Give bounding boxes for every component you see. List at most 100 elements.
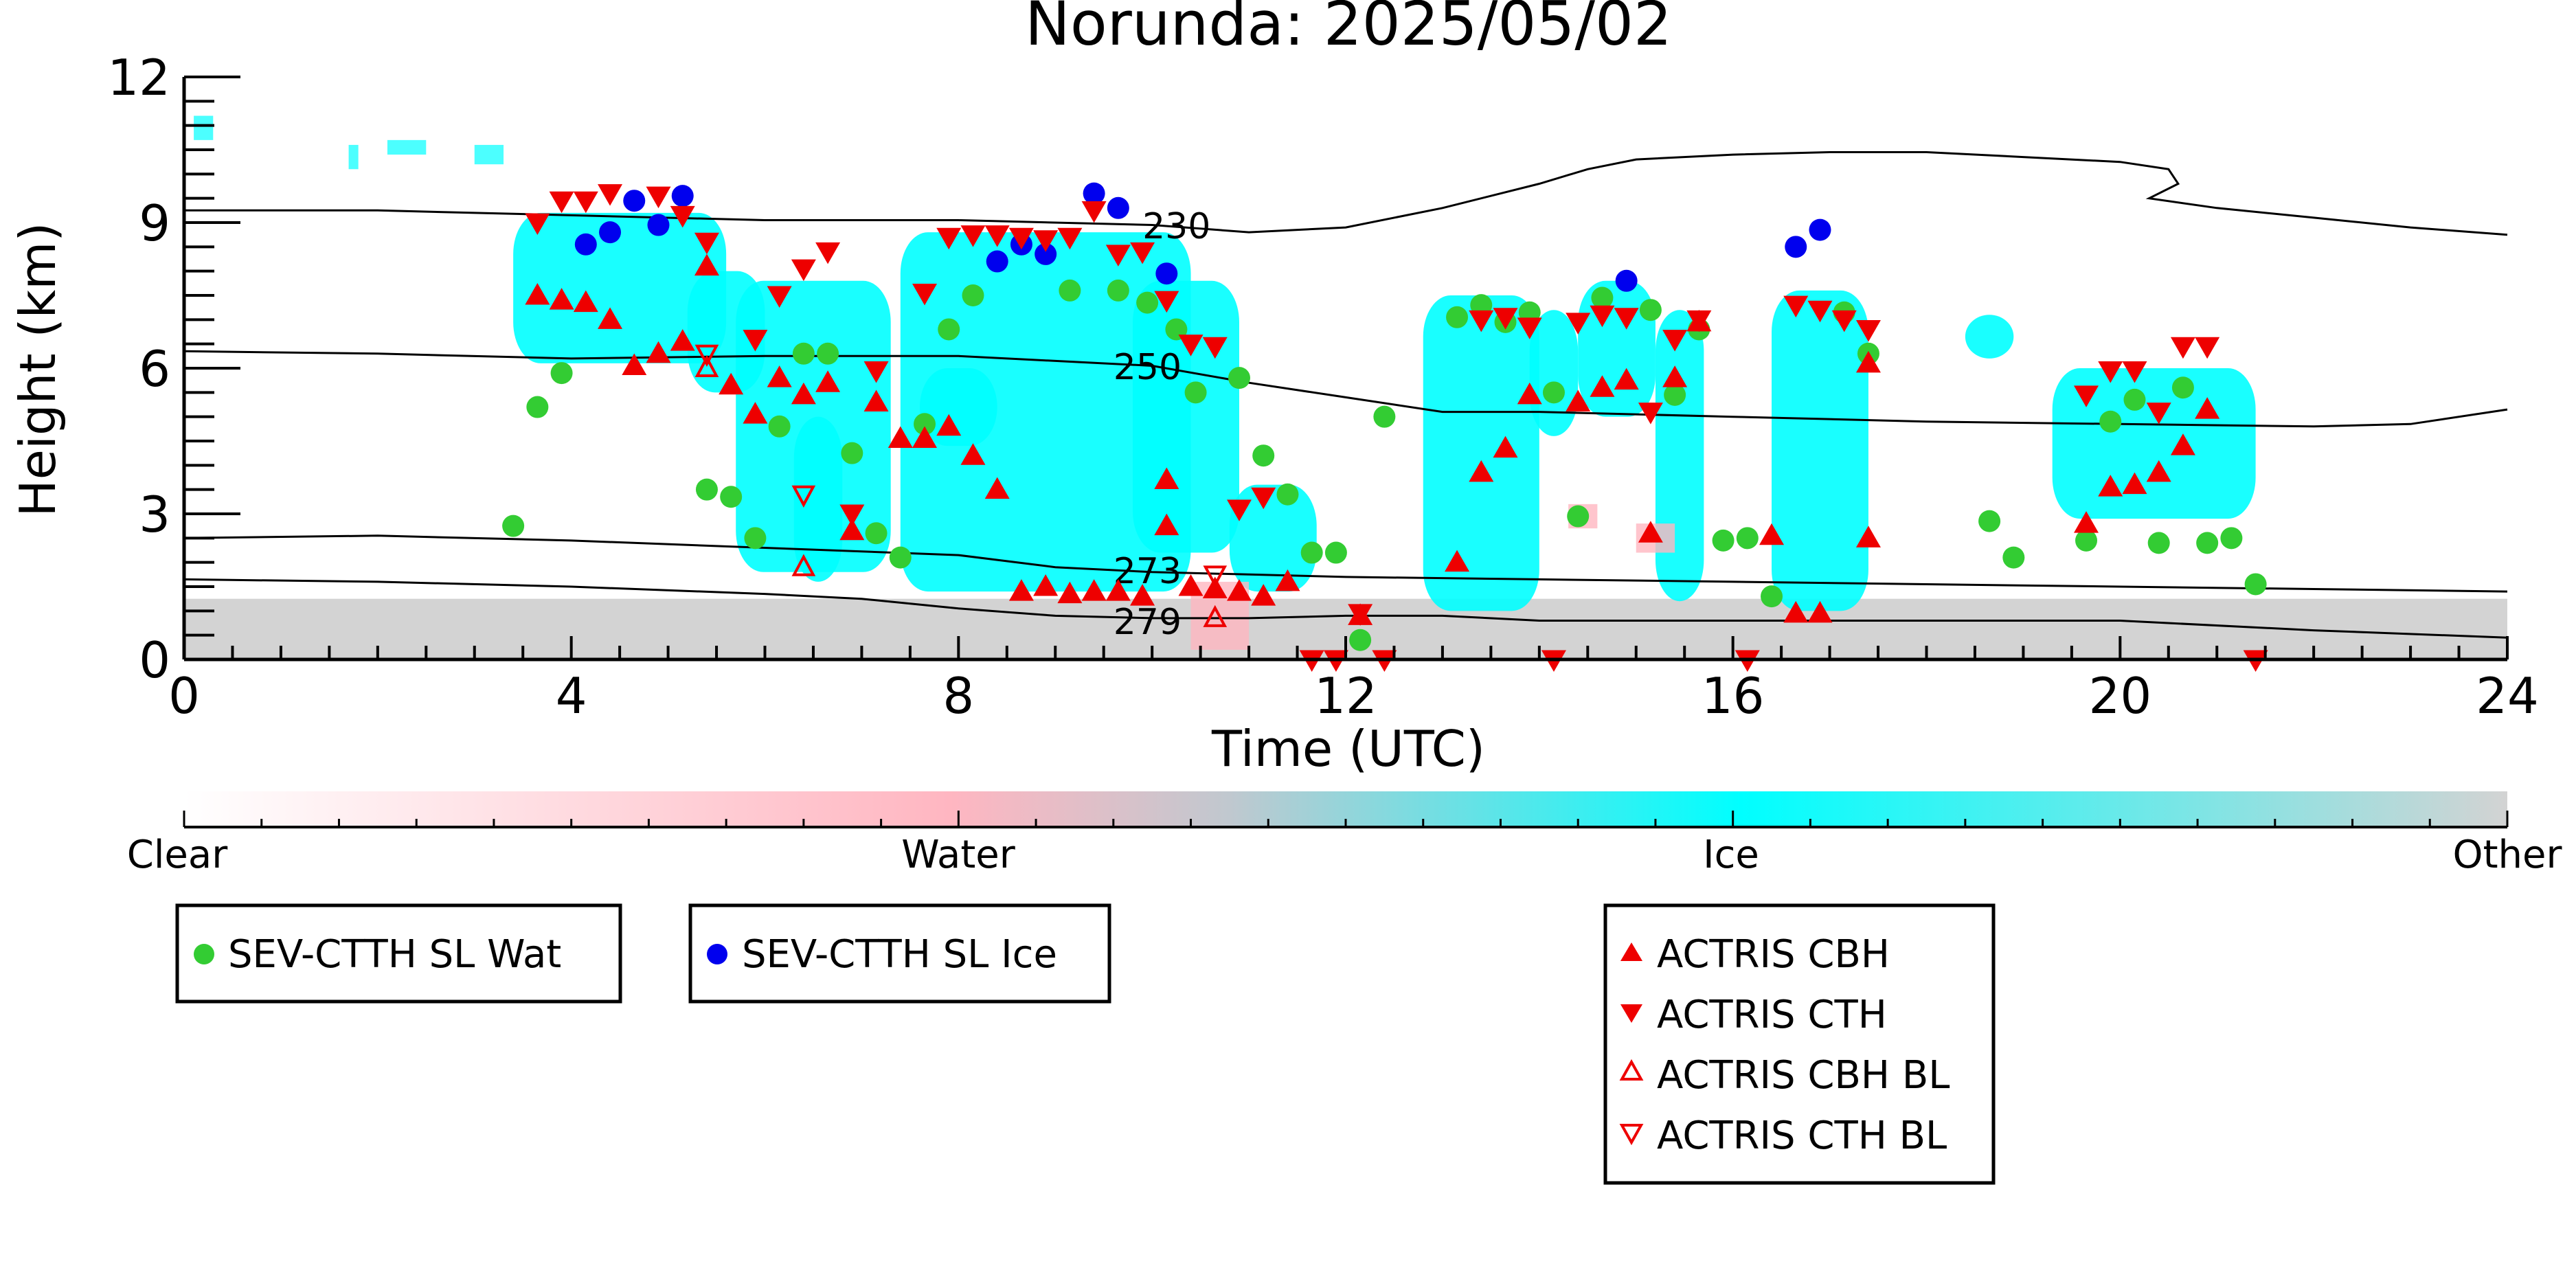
point-sev-ctth-sl-wat (1736, 527, 1759, 550)
contour-279 (183, 578, 2508, 639)
point-actris-cth (936, 227, 962, 250)
point-actris-cbh (1566, 389, 1591, 411)
point-actris-cbh (549, 288, 574, 310)
ice-cloud (348, 144, 359, 170)
point-actris-cbh (1275, 569, 1300, 591)
chart-title: Norunda: 2025/05/02 (1025, 0, 1672, 59)
point-sev-ctth-sl-wat (695, 478, 718, 501)
point-actris-cth (1662, 330, 1688, 352)
point-sev-ctth-sl-wat (720, 486, 743, 508)
point-actris-cth (2098, 361, 2123, 383)
point-actris-cbh (1493, 436, 1518, 458)
point-actris-cbh (1517, 382, 1542, 405)
y-tick-label: 6 (139, 340, 170, 398)
point-sev-ctth-sl-wat (1300, 541, 1323, 564)
point-sev-ctth-sl-wat (1978, 510, 2001, 532)
y-axis-label: Height (km) (9, 223, 67, 517)
point-actris-cth (1614, 308, 1639, 330)
point-actris-cbh (1445, 550, 1470, 572)
colorbar-label-water: Water (901, 833, 1016, 877)
point-sev-ctth-sl-ice (1785, 236, 1807, 258)
point-actris-cth (1251, 487, 1276, 510)
point-actris-cth (1226, 499, 1252, 521)
point-actris-cbh (936, 414, 962, 436)
point-sev-ctth-sl-wat (1228, 367, 1250, 389)
point-actris-cbh (1130, 584, 1155, 606)
point-actris-cth (1154, 291, 1179, 313)
point-actris-cth (598, 184, 623, 206)
point-sev-ctth-sl-ice (986, 250, 1008, 273)
colorbar-label-other: Other (2452, 833, 2562, 877)
x-tick-label: 4 (556, 667, 587, 725)
point-sev-ctth-sl-wat (1567, 505, 1590, 528)
point-actris-cbh (646, 341, 671, 363)
point-actris-cbh (573, 290, 598, 313)
point-actris-cbh (1662, 365, 1688, 387)
legend-marker-sev-ice (707, 944, 727, 964)
point-sev-ctth-sl-wat (865, 522, 888, 545)
ice-cloud (1423, 295, 1539, 611)
y-tick-label: 0 (139, 631, 170, 689)
point-actris-cth (549, 191, 574, 214)
point-sev-ctth-sl-wat (1324, 541, 1347, 564)
point-actris-cth (1831, 310, 1857, 332)
point-actris-cth (1008, 227, 1034, 250)
point-sev-ctth-sl-wat (2220, 527, 2243, 550)
point-actris-cbh (1590, 375, 1615, 397)
point-sev-ctth-sl-wat (526, 396, 549, 418)
point-sev-ctth-sl-wat (1373, 405, 1396, 428)
point-actris-cth (2074, 385, 2099, 407)
point-sev-ctth-sl-ice (1615, 269, 1638, 292)
point-actris-cth (1590, 305, 1615, 328)
colorbar-label-clear: Clear (127, 833, 228, 877)
ice-cloud (793, 416, 843, 582)
point-actris-cbh (1638, 521, 1663, 543)
contour-label-279: 279 (1114, 602, 1182, 643)
point-actris-cbh (767, 365, 792, 387)
point-sev-ctth-sl-wat (841, 442, 863, 464)
point-actris-cbh (1855, 350, 1881, 373)
contour-273 (183, 534, 2508, 593)
point-actris-cth (1348, 604, 1373, 626)
point-actris-cbh (1226, 579, 1252, 601)
axes: 0 4 8 12 16 20 24 0 3 6 9 12 (107, 49, 2538, 725)
point-actris-cth (1638, 403, 1663, 425)
point-sev-ctth-sl-ice (671, 185, 694, 207)
x-tick-label: 20 (2089, 667, 2152, 725)
point-sev-ctth-sl-wat (2075, 529, 2098, 552)
point-actris-cth (2146, 403, 2171, 425)
point-sev-ctth-sl-wat (1252, 444, 1275, 467)
point-sev-ctth-sl-ice (1083, 182, 1105, 205)
point-actris-cth (912, 283, 938, 306)
point-actris-cth (1517, 317, 1542, 339)
point-sev-ctth-sl-wat (744, 527, 767, 550)
point-sev-ctth-sl-wat (2196, 532, 2219, 554)
point-sev-ctth-sl-wat (2244, 573, 2267, 596)
contour-label-273: 273 (1114, 551, 1182, 592)
legend-label-actris-cth-bl: ACTRIS CTH BL (1657, 1114, 1947, 1158)
point-actris-cth (743, 330, 768, 352)
contour-230 (184, 151, 2508, 236)
point-actris-cth (2195, 337, 2220, 359)
point-actris-cbh-bl (1203, 605, 1228, 627)
point-actris-cbh-bl (694, 354, 719, 377)
legend-marker-actris-cbh-bl (1619, 1059, 1644, 1081)
point-actris-cth (791, 259, 816, 282)
point-actris-cbh (1855, 526, 1881, 547)
point-actris-cth (960, 225, 986, 247)
legend-actris: ACTRIS CBH ACTRIS CTH ACTRIS CBH BL ACTR… (1603, 903, 1996, 1185)
point-sev-ctth-sl-wat (962, 284, 984, 306)
point-actris-cbh (1469, 460, 1494, 482)
point-sev-ctth-sl-wat (1276, 483, 1299, 506)
legend-label-actris-cbh-bl: ACTRIS CBH BL (1657, 1053, 1950, 1098)
point-actris-cbh (694, 253, 719, 276)
point-sev-ctth-sl-ice (599, 221, 622, 244)
point-actris-cbh (960, 443, 986, 465)
legend-marker-actris-cth-bl (1619, 1124, 1644, 1146)
point-sev-ctth-sl-wat (550, 362, 573, 385)
ice-cloud (1132, 280, 1239, 553)
point-sev-ctth-sl-wat (938, 318, 960, 341)
point-actris-cth (1566, 313, 1591, 335)
legend-label-actris-cth: ACTRIS CTH (1657, 993, 1887, 1037)
point-actris-cth (1057, 227, 1083, 250)
